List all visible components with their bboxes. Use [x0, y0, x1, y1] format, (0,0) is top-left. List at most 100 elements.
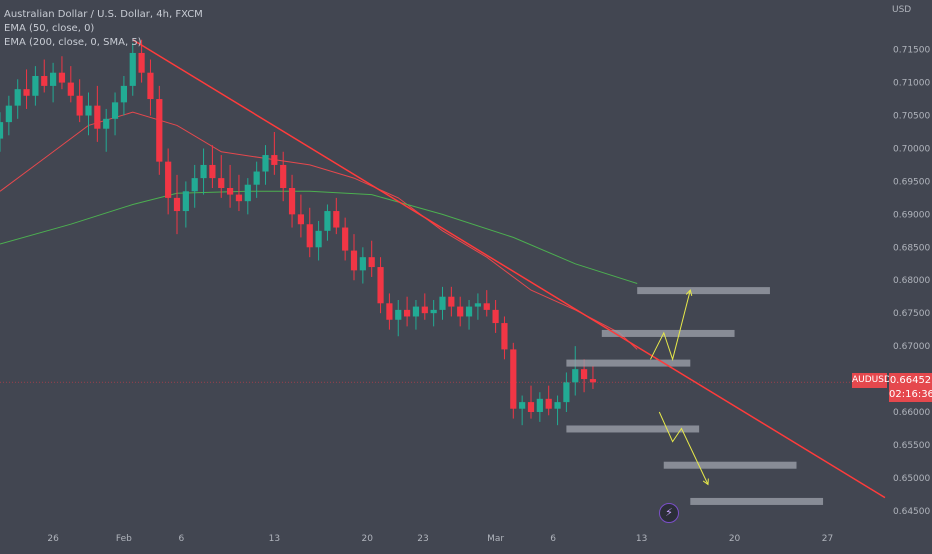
candle-body — [262, 155, 269, 172]
candle-body — [342, 227, 349, 251]
currency-label: USD — [892, 5, 912, 15]
candle-body — [439, 296, 446, 310]
y-tick-label: 0.67500 — [893, 309, 930, 319]
candle-body — [368, 257, 375, 268]
candle-body — [563, 382, 570, 403]
candle-body — [501, 323, 508, 350]
candle-body — [350, 250, 358, 271]
chart-title: Australian Dollar / U.S. Dollar, 4h, FXC… — [4, 9, 203, 20]
candle-body — [182, 191, 189, 212]
candle-body — [483, 303, 490, 310]
candle-body — [0, 122, 4, 139]
candle-body — [244, 184, 251, 202]
level-zone — [637, 287, 770, 295]
candle-body — [173, 197, 181, 212]
y-tick-label: 0.71500 — [893, 46, 930, 56]
candle-body — [129, 52, 136, 86]
ema50-legend: EMA (50, close, 0) — [4, 23, 95, 34]
candle-body — [554, 402, 561, 409]
x-tick-label: 27 — [822, 534, 833, 544]
x-tick-label: 6 — [179, 534, 185, 544]
candle-body — [324, 211, 331, 231]
candle-body — [465, 306, 473, 317]
x-tick-label: 20 — [362, 534, 374, 544]
candle-body — [589, 379, 597, 383]
candle-body — [50, 72, 57, 86]
y-tick-label: 0.65500 — [893, 441, 930, 451]
level-zone — [663, 461, 797, 469]
x-tick-label: 20 — [729, 534, 741, 544]
candle-body — [14, 89, 21, 106]
last-price-badge: 0.66452 02:16:36 — [889, 373, 932, 402]
y-tick-label: 0.65000 — [893, 474, 930, 484]
candle-body — [147, 72, 154, 100]
x-tick-label: 6 — [550, 534, 556, 544]
y-tick-label: 0.68500 — [893, 243, 930, 253]
candle-body — [5, 105, 12, 123]
trendline — [132, 39, 886, 499]
candle-body — [58, 72, 66, 83]
candle-body — [474, 303, 481, 307]
candle-body — [200, 164, 207, 179]
candle-body — [23, 89, 30, 96]
projection-arrowhead — [702, 478, 709, 486]
ema200-line — [0, 190, 638, 284]
level-zone — [566, 425, 700, 433]
y-tick-label: 0.69500 — [893, 177, 930, 187]
candle-body — [111, 102, 119, 119]
candle-body — [156, 99, 163, 162]
y-tick-label: 0.71000 — [893, 79, 930, 89]
candle-body — [359, 257, 366, 271]
y-tick-label: 0.70000 — [893, 144, 930, 154]
x-tick-label: 23 — [417, 534, 428, 544]
x-tick-label: Feb — [116, 534, 132, 544]
candle-body — [280, 164, 287, 188]
x-tick-label: Mar — [487, 534, 504, 544]
candle-body — [492, 309, 499, 324]
candle-body — [581, 369, 588, 380]
candle-body — [572, 369, 579, 383]
candle-body — [32, 76, 39, 96]
candle-body — [395, 309, 402, 320]
x-tick-label: 13 — [636, 534, 647, 544]
candle-body — [306, 224, 313, 248]
candle-body — [103, 118, 110, 129]
chart-legend: Australian Dollar / U.S. Dollar, 4h, FXC… — [4, 8, 203, 50]
bearish-projection — [658, 411, 709, 485]
candle-body — [165, 161, 172, 198]
x-tick-label: 26 — [47, 534, 59, 544]
candle-body — [253, 171, 260, 185]
candle-body — [120, 85, 127, 103]
candle-body — [527, 402, 535, 412]
symbol-badge: AUDUSD — [852, 373, 891, 388]
candle-body — [545, 398, 552, 409]
projection-arrowhead — [685, 289, 693, 297]
candle-body — [288, 188, 296, 215]
ema200-legend: EMA (200, close, 0, SMA, 5) — [4, 37, 142, 48]
candle-body — [235, 194, 243, 202]
candle-body — [404, 309, 411, 317]
candle-body — [519, 402, 526, 409]
candle-body — [510, 349, 517, 409]
y-tick-label: 0.66000 — [893, 408, 930, 418]
candle-body — [457, 306, 464, 317]
y-tick-label: 0.69000 — [893, 210, 930, 220]
candle-body — [315, 230, 322, 248]
lightning-icon[interactable]: ⚡ — [659, 503, 679, 523]
candle-body — [448, 296, 455, 307]
candle-body — [41, 76, 48, 86]
x-tick-label: 13 — [269, 534, 280, 544]
candle-body — [209, 164, 216, 179]
bullish-projection — [650, 289, 691, 362]
candle-body — [421, 306, 428, 314]
candle-body — [412, 306, 420, 317]
bar-countdown: 02:16:36 — [889, 389, 932, 400]
level-zone — [690, 497, 824, 505]
candle-body — [271, 155, 278, 165]
candle-body — [67, 82, 74, 96]
last-price: 0.66452 — [889, 375, 932, 386]
candle-body — [76, 95, 83, 116]
candle-body — [386, 303, 393, 320]
